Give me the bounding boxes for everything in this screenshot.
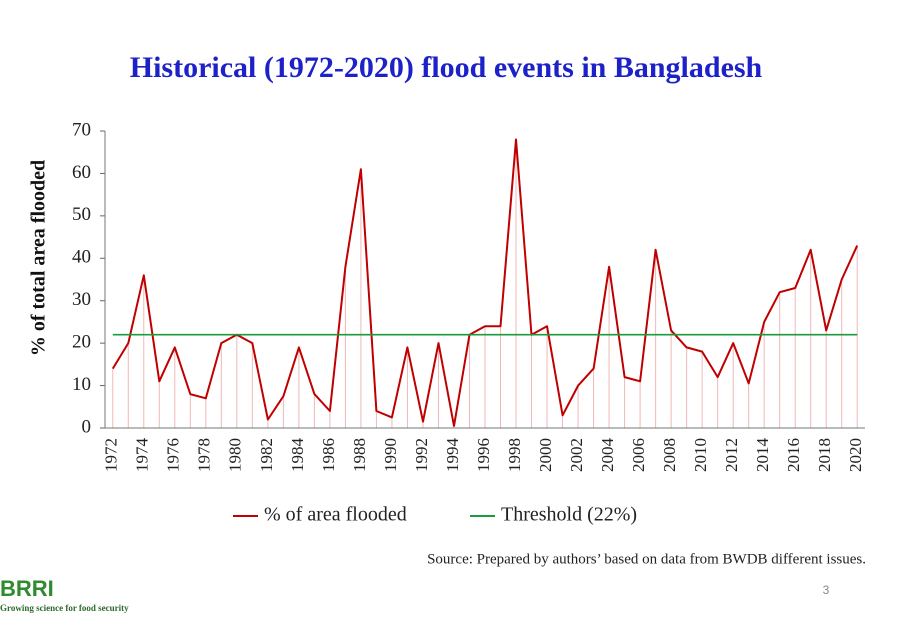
x-tick-label: 1998 — [505, 438, 524, 472]
x-tick-label: 1984 — [288, 438, 307, 473]
y-tick-label: 50 — [72, 204, 91, 225]
x-tick-label: 2016 — [784, 438, 803, 472]
x-tick-label: 2010 — [691, 438, 710, 472]
logo-tagline: Growing science for food security — [0, 603, 129, 613]
x-tick-label: 2008 — [660, 438, 679, 472]
x-tick-label: 1996 — [474, 438, 493, 472]
x-tick-label: 2002 — [567, 438, 586, 472]
x-tick-label: 2014 — [753, 438, 772, 473]
x-tick-label: 2012 — [722, 438, 741, 472]
logo-name: BRRI — [0, 576, 54, 601]
x-tick-label: 1976 — [164, 438, 183, 472]
y-axis-label: % of total area flooded — [28, 160, 50, 356]
x-tick-label: 1980 — [226, 438, 245, 472]
y-tick-label: 30 — [72, 289, 91, 310]
source-note: Source: Prepared by authors’ based on da… — [427, 551, 866, 567]
x-tick-label: 1974 — [133, 438, 152, 473]
x-tick-label: 2018 — [815, 438, 834, 472]
y-tick-label: 40 — [72, 247, 91, 268]
y-tick-label: 10 — [72, 374, 91, 395]
y-tick-label: 20 — [72, 332, 91, 353]
x-tick-label: 1972 — [102, 438, 121, 472]
x-tick-label: 2004 — [598, 438, 617, 473]
x-tick-label: 2000 — [536, 438, 555, 472]
x-tick-label: 1986 — [319, 438, 338, 472]
page-number: 3 — [823, 583, 830, 597]
x-tick-label: 1978 — [195, 438, 214, 472]
x-tick-label: 2020 — [846, 438, 865, 472]
legend-label: % of area flooded — [264, 504, 407, 526]
x-tick-label: 2006 — [629, 438, 648, 472]
x-tick-label: 1992 — [412, 438, 431, 472]
y-tick-label: 60 — [72, 162, 91, 183]
x-tick-label: 1990 — [381, 438, 400, 472]
x-tick-label: 1988 — [350, 438, 369, 472]
y-tick-label: 0 — [82, 416, 92, 437]
x-tick-label: 1994 — [443, 438, 462, 473]
chart-title: Historical (1972-2020) flood events in B… — [130, 51, 763, 84]
y-tick-label: 70 — [72, 119, 91, 140]
x-tick-label: 1982 — [257, 438, 276, 472]
legend-label: Threshold (22%) — [501, 504, 637, 526]
